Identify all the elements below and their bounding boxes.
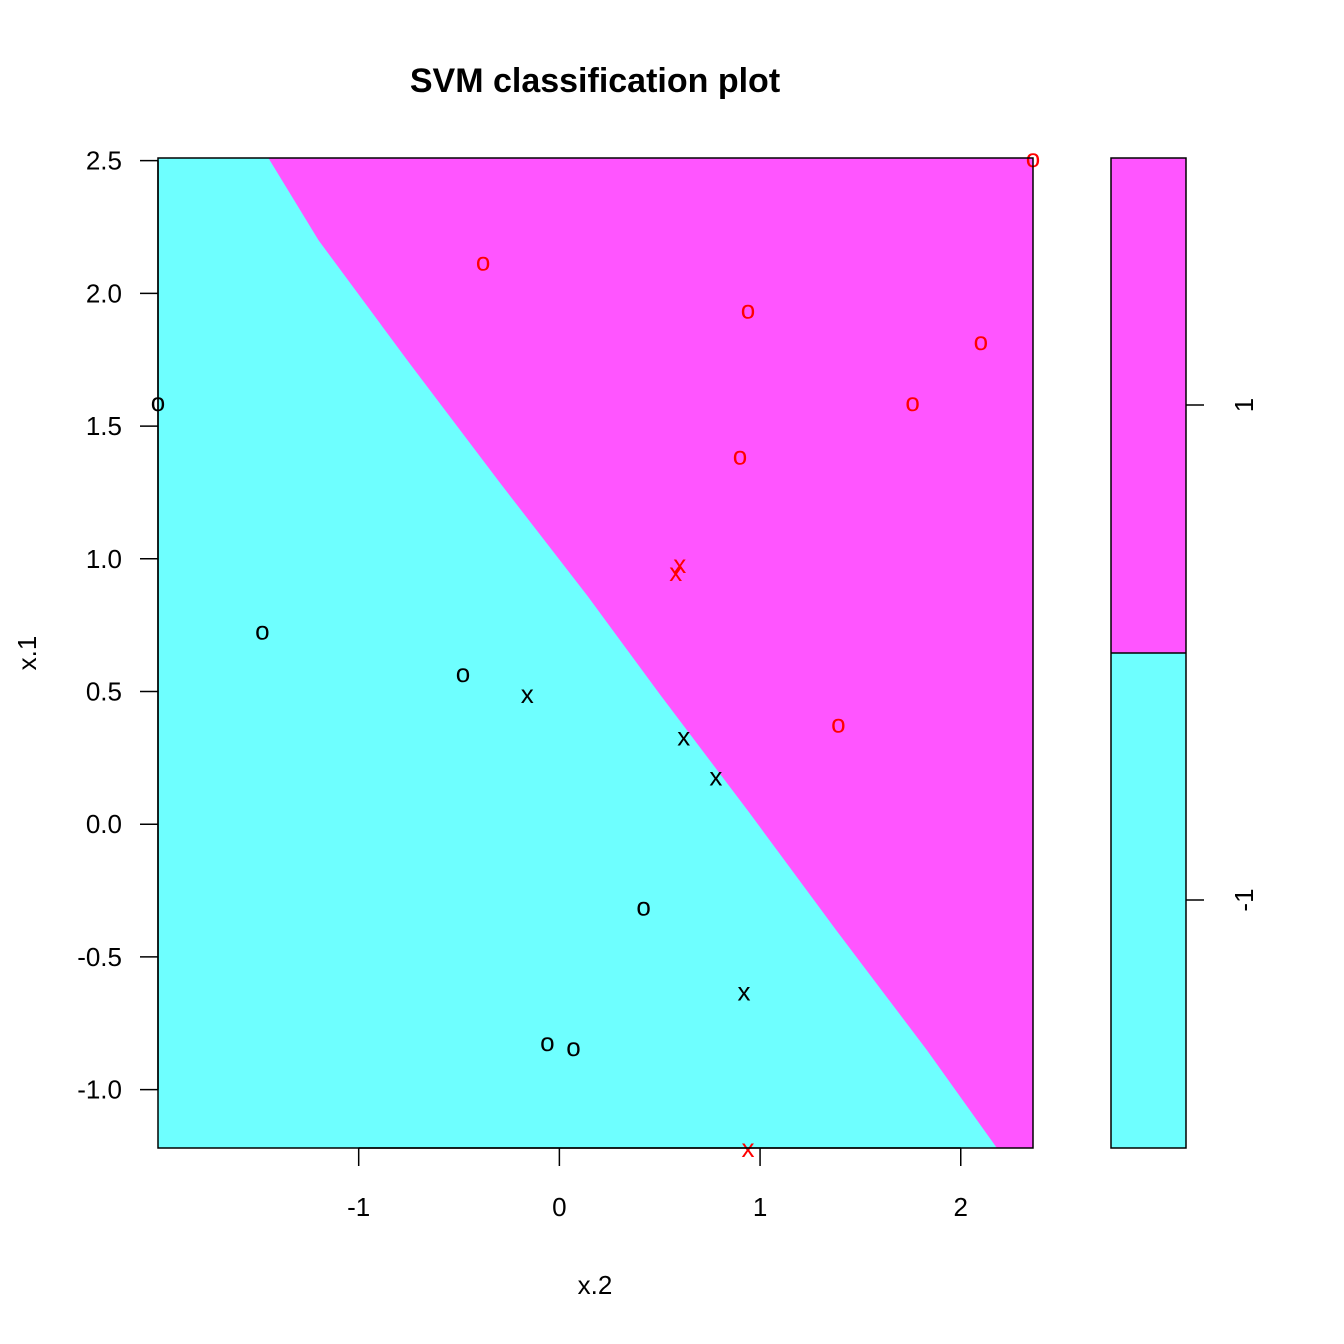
region-class-1 bbox=[268, 158, 1034, 1148]
x-axis-label: x.2 bbox=[578, 1270, 613, 1300]
chart-title: SVM classification plot bbox=[410, 62, 780, 100]
point-black-o: o bbox=[255, 615, 269, 645]
point-red-x: x bbox=[669, 557, 682, 587]
y-axis-label: x.1 bbox=[12, 636, 42, 671]
point-red-o: o bbox=[741, 294, 755, 324]
point-black-o: o bbox=[456, 658, 470, 688]
point-black-o: o bbox=[636, 891, 650, 921]
point-black-o: o bbox=[566, 1032, 580, 1062]
y-tick-label: 0.0 bbox=[86, 809, 122, 839]
point-red-o: o bbox=[733, 440, 747, 470]
y-tick-label: -0.5 bbox=[77, 942, 122, 972]
y-tick-label: 2.5 bbox=[86, 146, 122, 176]
legend-swatch-class-neg1 bbox=[1111, 653, 1186, 1148]
legend-frame bbox=[1110, 157, 1187, 1149]
y-tick-label: 2.0 bbox=[86, 278, 122, 308]
point-black-x: x bbox=[677, 722, 690, 752]
point-black-x: x bbox=[521, 679, 534, 709]
y-tick-label: 1.0 bbox=[86, 544, 122, 574]
x-tick-label: 0 bbox=[552, 1192, 566, 1222]
y-axis: -1.0 -0.5 0.0 0.5 1.0 1.5 2.0 2.5 bbox=[77, 146, 159, 1105]
y-tick-label: -1.0 bbox=[77, 1075, 122, 1105]
legend-label-1: 1 bbox=[1229, 398, 1259, 412]
legend-label-neg1: -1 bbox=[1229, 888, 1259, 911]
point-red-o: o bbox=[905, 387, 919, 417]
x-tick-label: -1 bbox=[347, 1192, 370, 1222]
point-black-o: o bbox=[540, 1027, 554, 1057]
x-tick-label: 1 bbox=[753, 1192, 767, 1222]
y-tick-label: 1.5 bbox=[86, 411, 122, 441]
x-axis: -1 0 1 2 bbox=[347, 1147, 968, 1222]
point-red-o: o bbox=[974, 326, 988, 356]
point-red-o: o bbox=[831, 708, 845, 738]
point-red-o: o bbox=[476, 247, 490, 277]
legend-colorbar: 1 -1 bbox=[1110, 157, 1259, 1149]
point-black-x: x bbox=[709, 761, 722, 791]
y-tick-label: 0.5 bbox=[86, 676, 122, 706]
point-red-x: x bbox=[673, 549, 686, 579]
legend-swatch-class-1 bbox=[1111, 158, 1186, 653]
point-black-x: x bbox=[738, 976, 751, 1006]
x-tick-label: 2 bbox=[954, 1192, 968, 1222]
